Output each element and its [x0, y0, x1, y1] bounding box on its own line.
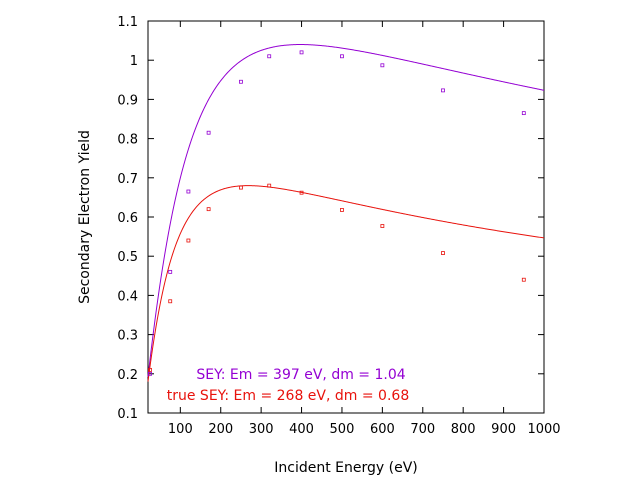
annotation-sey: SEY: Em = 397 eV, dm = 1.04 [196, 367, 405, 383]
data-point-0 [168, 269, 173, 274]
y-tick-label: 0.6 [117, 211, 138, 226]
data-point-0 [148, 371, 152, 376]
x-tick-label: 200 [208, 422, 233, 437]
data-point-0 [299, 50, 304, 55]
x-tick-label: 600 [370, 422, 395, 437]
y-tick-label: 0.9 [117, 93, 138, 108]
y-axis-label: Secondary Electron Yield [77, 130, 93, 304]
data-point-0 [340, 54, 344, 59]
y-tick-label: 0.5 [117, 250, 138, 265]
y-tick-label: 1.1 [117, 15, 138, 30]
data-point-0 [521, 111, 526, 116]
data-point-0 [441, 88, 445, 93]
fit-curve-1 [147, 185, 545, 382]
y-tick-label: 0.8 [117, 133, 138, 148]
data-point-0 [186, 189, 191, 194]
data-point-1 [521, 277, 526, 282]
y-tick-label: 0.2 [117, 368, 138, 383]
data-point-1 [186, 238, 191, 243]
data-point-1 [299, 190, 304, 195]
data-point-1 [340, 208, 344, 212]
y-tick-label: 0.3 [117, 329, 138, 344]
x-tick-label: 100 [168, 422, 193, 437]
data-point-0 [380, 63, 385, 68]
axis-ticks: 100 200 300 400 500 600 700 800 900 1000 0.1 0.2 0.3… [117, 15, 560, 437]
x-tick-label: 500 [330, 422, 355, 437]
y-tick-label: 0.7 [117, 172, 138, 187]
x-tick-label: 400 [289, 422, 314, 437]
x-tick-label: 300 [249, 422, 274, 437]
data-point-0 [267, 54, 272, 59]
x-tick-label: 1000 [527, 422, 560, 437]
fit-curves [147, 44, 545, 382]
y-tick-label: 1 [130, 54, 138, 69]
data-points [148, 50, 526, 376]
x-tick-label: 900 [491, 422, 516, 437]
plot-frame [147, 20, 545, 414]
annotation-true-sey: true SEY: Em = 268 eV, dm = 0.68 [167, 388, 409, 404]
y-tick-label: 0.4 [117, 289, 138, 304]
data-point-1 [148, 367, 152, 372]
x-tick-label: 800 [451, 422, 476, 437]
y-tick-label: 0.1 [117, 407, 138, 422]
x-tick-label: 700 [410, 422, 435, 437]
data-point-1 [168, 299, 173, 304]
data-point-1 [206, 207, 211, 212]
data-point-1 [441, 251, 445, 255]
data-point-0 [206, 130, 211, 135]
fit-curve-0 [147, 44, 545, 377]
data-point-1 [239, 185, 243, 190]
x-axis-label: Incident Energy (eV) [274, 460, 417, 476]
data-point-1 [380, 224, 385, 228]
data-point-1 [267, 183, 272, 188]
data-point-0 [239, 79, 243, 84]
